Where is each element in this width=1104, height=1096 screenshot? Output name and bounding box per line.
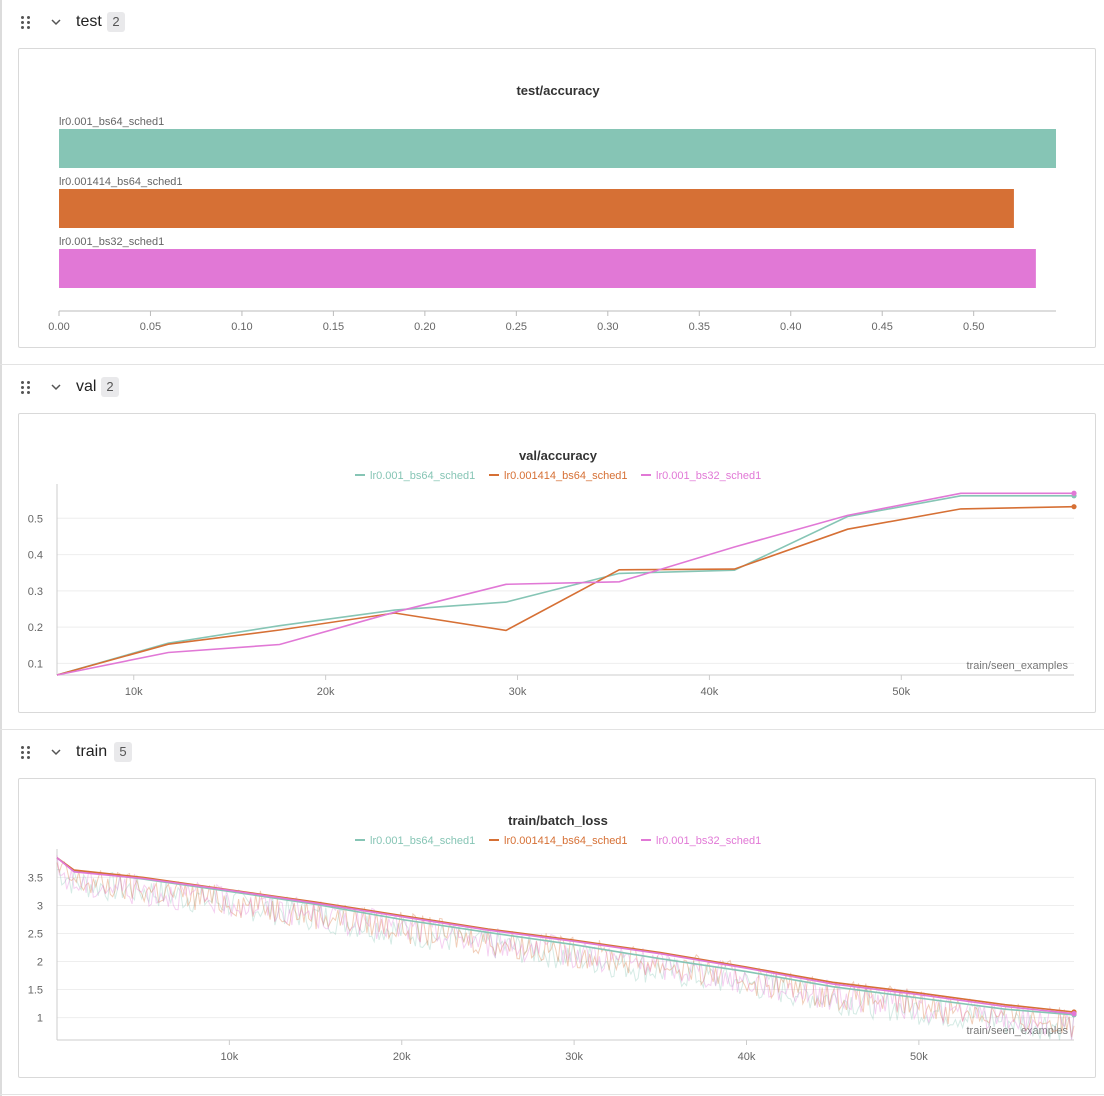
section-name: test (76, 13, 102, 30)
y-tick-label: 3 (37, 900, 43, 912)
series-line (56, 857, 1075, 1016)
legend-label: lr0.001_bs64_sched1 (370, 470, 475, 482)
y-tick-label: 3.5 (28, 872, 43, 884)
x-tick-label: 30k (509, 686, 527, 698)
chevron-down-icon[interactable] (49, 380, 63, 394)
chevron-down-icon[interactable] (49, 15, 63, 29)
y-tick-label: 1.5 (28, 985, 43, 997)
bar (59, 129, 1056, 168)
y-tick-label: 0.3 (28, 586, 43, 598)
x-tick-label: 0.30 (597, 321, 618, 333)
y-tick-label: 2.5 (28, 928, 43, 940)
section-header-train[interactable]: train 5 (0, 736, 1104, 772)
section-header-val[interactable]: val 2 (0, 371, 1104, 407)
series-line (56, 857, 1075, 1015)
chart-title: val/accuracy (519, 448, 598, 463)
y-tick-label: 0.4 (28, 550, 43, 562)
legend-label: lr0.001414_bs64_sched1 (504, 470, 628, 482)
x-tick-label: 0.35 (689, 321, 710, 333)
x-axis-title: train/seen_examples (966, 1025, 1068, 1037)
chart-title: train/batch_loss (508, 813, 608, 828)
series-line (56, 495, 1074, 676)
x-tick-label: 0.10 (231, 321, 252, 333)
series-raw-line (56, 855, 1075, 1041)
x-tick-label: 0.05 (140, 321, 161, 333)
legend-label: lr0.001_bs32_sched1 (656, 835, 761, 847)
legend-label: lr0.001_bs64_sched1 (370, 835, 475, 847)
drag-handle-icon[interactable] (19, 745, 33, 761)
legend-label: lr0.001414_bs64_sched1 (504, 835, 628, 847)
x-tick-label: 40k (701, 686, 719, 698)
bar-label: lr0.001414_bs64_sched1 (59, 176, 183, 188)
bar (59, 249, 1036, 288)
section-count-badge: 2 (107, 12, 125, 32)
x-tick-label: 40k (738, 1051, 756, 1063)
legend-label: lr0.001_bs32_sched1 (656, 470, 761, 482)
section-count-badge: 2 (101, 377, 119, 397)
chart-panel-val-accuracy[interactable]: val/accuracy lr0.001_bs64_sched1 lr0.00141… (18, 413, 1096, 713)
series-line (56, 505, 1075, 676)
bar-label: lr0.001_bs32_sched1 (59, 236, 164, 248)
series-raw-line (56, 861, 1075, 1038)
section-count-badge: 5 (114, 742, 132, 762)
bar-chart: test/accuracy lr0.001_bs64_sched1 lr0.0014… (48, 83, 1056, 333)
x-tick-label: 0.15 (323, 321, 344, 333)
x-tick-label: 0.45 (872, 321, 893, 333)
line-chart: train/batch_loss lr0.001_bs64_sched1 lr0.0… (28, 813, 1077, 1063)
x-tick-label: 0.40 (780, 321, 801, 333)
series-end-point (1071, 1011, 1077, 1017)
y-tick-label: 0.5 (28, 513, 43, 525)
y-tick-label: 0.1 (28, 658, 43, 670)
x-tick-label: 10k (220, 1051, 238, 1063)
section-name: train (76, 743, 108, 760)
x-tick-label: 0.00 (48, 321, 69, 333)
y-tick-label: 0.2 (28, 622, 43, 634)
series-line (56, 492, 1074, 676)
x-tick-label: 50k (910, 1051, 928, 1063)
series-line (56, 857, 1075, 1013)
x-tick-label: 50k (892, 686, 910, 698)
bar-label: lr0.001_bs64_sched1 (59, 116, 164, 128)
series-raw-line (56, 868, 1075, 1041)
x-tick-label: 10k (125, 686, 143, 698)
drag-handle-icon[interactable] (19, 15, 33, 31)
x-tick-label: 0.25 (506, 321, 527, 333)
chart-panel-test-accuracy[interactable]: test/accuracy lr0.001_bs64_sched1 lr0.0014… (18, 48, 1096, 348)
x-tick-label: 20k (317, 686, 335, 698)
drag-handle-icon[interactable] (19, 380, 33, 396)
x-tick-label: 0.50 (963, 321, 984, 333)
series-end-point (1071, 490, 1077, 496)
line-chart: val/accuracy lr0.001_bs64_sched1 lr0.00141… (28, 448, 1077, 698)
section-header-test[interactable]: test 2 (0, 6, 1104, 42)
y-tick-label: 1 (37, 1013, 43, 1025)
section-name: val (76, 378, 97, 395)
x-tick-label: 20k (393, 1051, 411, 1063)
bar (59, 189, 1014, 228)
x-tick-label: 30k (565, 1051, 583, 1063)
x-axis-title: train/seen_examples (966, 660, 1068, 672)
x-tick-label: 0.20 (414, 321, 435, 333)
y-tick-label: 2 (37, 957, 43, 969)
chevron-down-icon[interactable] (49, 745, 63, 759)
series-end-point (1071, 504, 1077, 510)
chart-title: test/accuracy (516, 83, 600, 98)
chart-panel-train-batch-loss[interactable]: train/batch_loss lr0.001_bs64_sched1 lr0.0… (18, 778, 1096, 1078)
